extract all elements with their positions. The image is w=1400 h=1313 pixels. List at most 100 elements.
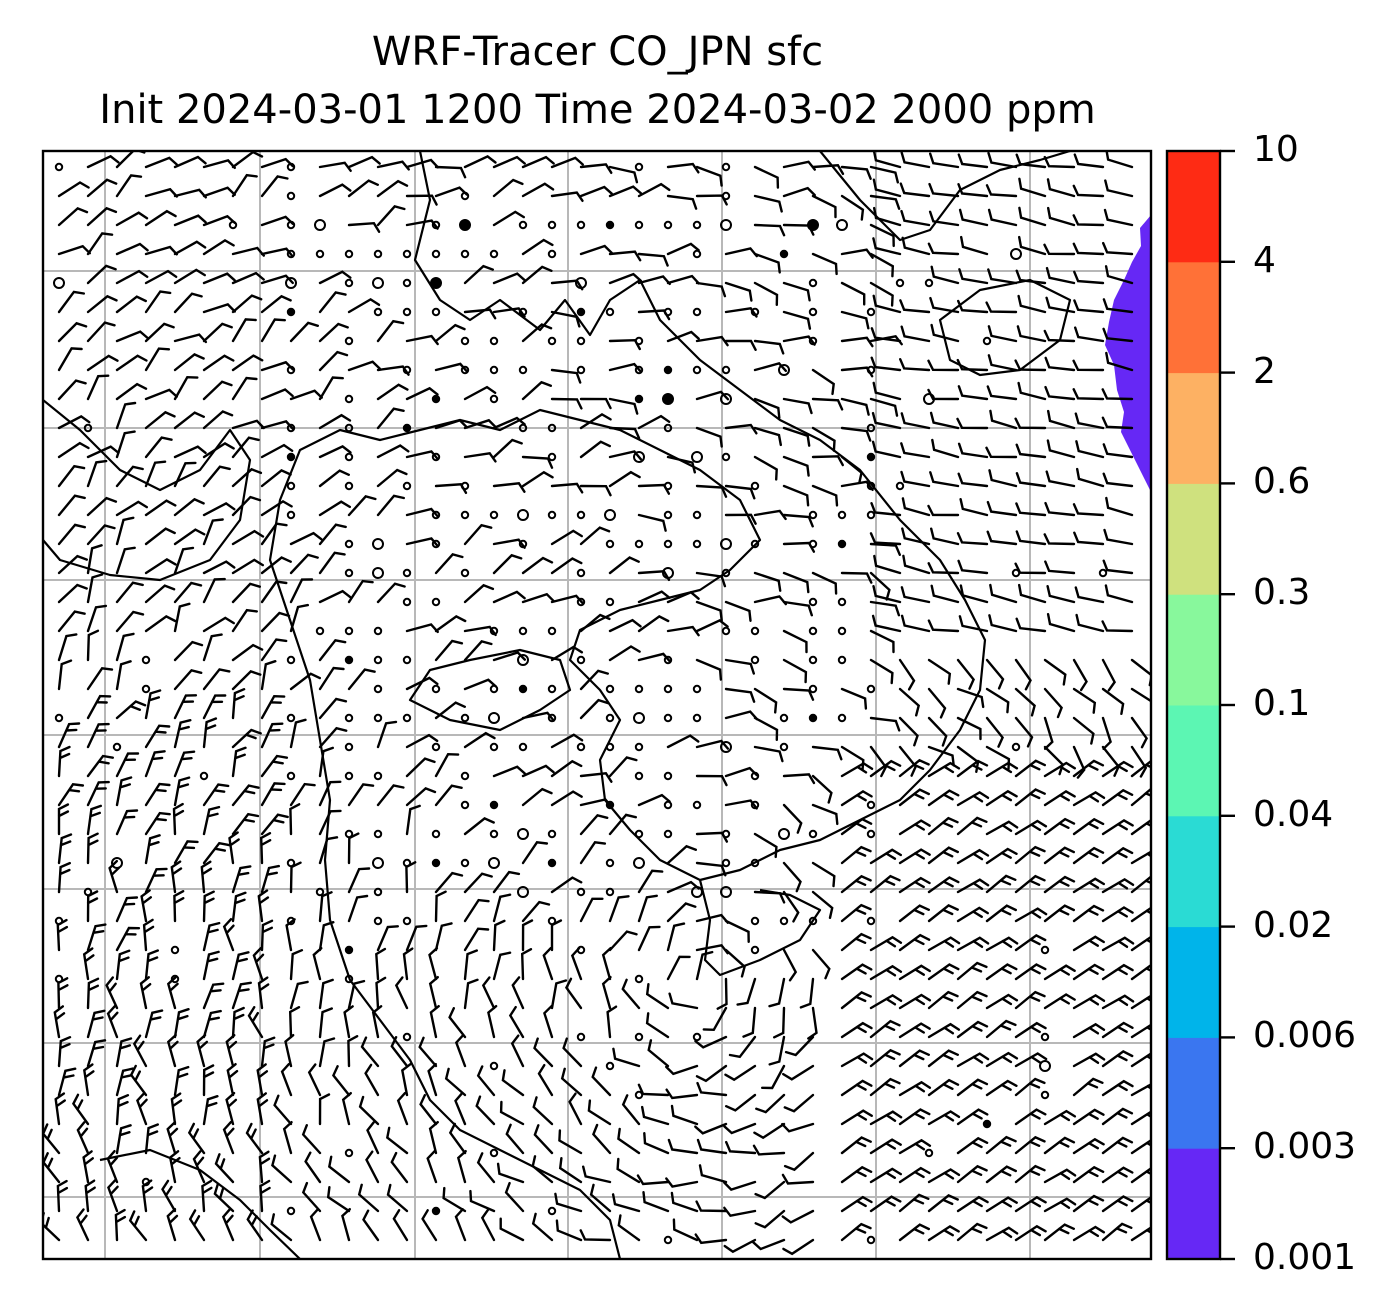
colorbar-bin <box>1167 1148 1220 1260</box>
wind-barb <box>616 1157 641 1184</box>
wind-barb <box>115 926 141 952</box>
wind-barb <box>202 354 235 372</box>
wind-barb <box>260 388 294 401</box>
wind-barb <box>1072 846 1105 865</box>
calm-wind-marker <box>750 307 760 317</box>
wind-barb <box>724 484 756 500</box>
wind-barb <box>357 1183 380 1213</box>
wind-barb <box>202 518 224 546</box>
calm-wind-marker <box>489 394 499 404</box>
calm-wind-marker <box>663 539 673 549</box>
calm-wind-marker <box>576 220 586 230</box>
calm-wind-marker <box>489 742 499 752</box>
wind-barb <box>1101 760 1134 778</box>
wind-barb <box>1014 1021 1047 1039</box>
wind-barb <box>405 158 440 169</box>
coastline-north <box>268 151 987 1259</box>
wind-barb <box>318 726 348 749</box>
calm-wind-marker <box>605 539 615 549</box>
wind-barb <box>1130 1226 1151 1242</box>
wind-barb <box>86 923 107 952</box>
wind-barb <box>332 1065 351 1097</box>
wind-barb <box>898 848 931 865</box>
calm-wind-marker <box>663 307 673 317</box>
wind-barb <box>811 774 833 804</box>
wind-barb <box>550 733 584 749</box>
wind-barb <box>86 544 103 575</box>
wind-barb <box>985 820 1019 836</box>
wind-barb <box>666 194 698 210</box>
wind-barb <box>115 809 139 836</box>
wind-barb <box>1014 990 1046 1010</box>
wind-barb <box>782 455 810 477</box>
wind-barb <box>1103 208 1134 227</box>
wind-barb <box>694 1122 728 1135</box>
wind-barb <box>956 1108 989 1126</box>
wind-barb <box>1105 151 1134 169</box>
wind-barb <box>608 556 640 575</box>
wind-barb <box>260 420 294 430</box>
wind-barb <box>985 847 1018 865</box>
wind-barb <box>1130 687 1151 713</box>
wind-barb <box>558 1129 583 1155</box>
wind-barb <box>86 573 104 604</box>
wind-barb <box>927 716 948 747</box>
wind-barb <box>579 163 613 174</box>
wind-barb <box>347 867 371 894</box>
wind-barb <box>347 155 381 169</box>
wind-barb <box>202 577 226 604</box>
wind-barb <box>768 1035 786 1066</box>
wind-barb <box>521 787 553 807</box>
wind-barb <box>637 793 671 807</box>
wind-barb <box>173 840 199 865</box>
wind-barb <box>376 582 406 604</box>
wind-barb <box>985 1165 1017 1184</box>
wind-barb <box>115 776 133 807</box>
wind-barb <box>57 290 85 314</box>
wind-barb <box>57 1036 72 1068</box>
wind-barb <box>666 955 691 981</box>
wind-barb <box>285 918 296 952</box>
wind-barb <box>531 1212 554 1242</box>
wind-barb <box>724 710 759 721</box>
wind-barb <box>173 1008 190 1039</box>
wind-barb <box>870 327 902 343</box>
calm-wind-marker <box>402 307 412 317</box>
wind-barb <box>1014 907 1048 923</box>
wind-barb <box>869 964 903 981</box>
wind-barb <box>173 461 197 488</box>
calm-wind-marker <box>344 568 354 578</box>
wind-barb <box>579 698 610 720</box>
wind-barb <box>115 295 147 314</box>
wind-barb <box>957 299 989 314</box>
wind-barb <box>289 603 309 633</box>
wind-barb <box>428 1121 439 1155</box>
wind-barb <box>260 813 289 836</box>
calm-wind-marker <box>373 713 383 723</box>
wind-barb <box>260 660 277 691</box>
wind-barb <box>695 861 727 877</box>
wind-barb <box>132 1034 148 1068</box>
wind-barb <box>144 436 173 459</box>
wind-barb <box>898 687 921 717</box>
wind-barb <box>550 310 581 328</box>
wind-barb <box>376 407 405 430</box>
wind-barb <box>869 993 903 1010</box>
wind-barb <box>57 414 91 430</box>
wind-barb <box>1072 214 1105 227</box>
wind-barb <box>318 1037 336 1068</box>
calm-wind-marker <box>547 713 557 723</box>
wind-barb <box>504 1181 525 1213</box>
wind-barb <box>405 537 439 548</box>
wind-barb <box>225 1091 238 1126</box>
calm-wind-marker <box>314 219 326 231</box>
wind-barb <box>365 1150 380 1184</box>
wind-barb <box>753 339 785 355</box>
calm-wind-marker <box>634 974 644 984</box>
wind-barb <box>492 178 524 198</box>
wind-barb <box>612 1047 641 1068</box>
wind-barb <box>840 571 873 584</box>
wind-barb <box>550 759 583 778</box>
calm-wind-marker <box>633 857 645 869</box>
wind-barb <box>1130 850 1151 865</box>
